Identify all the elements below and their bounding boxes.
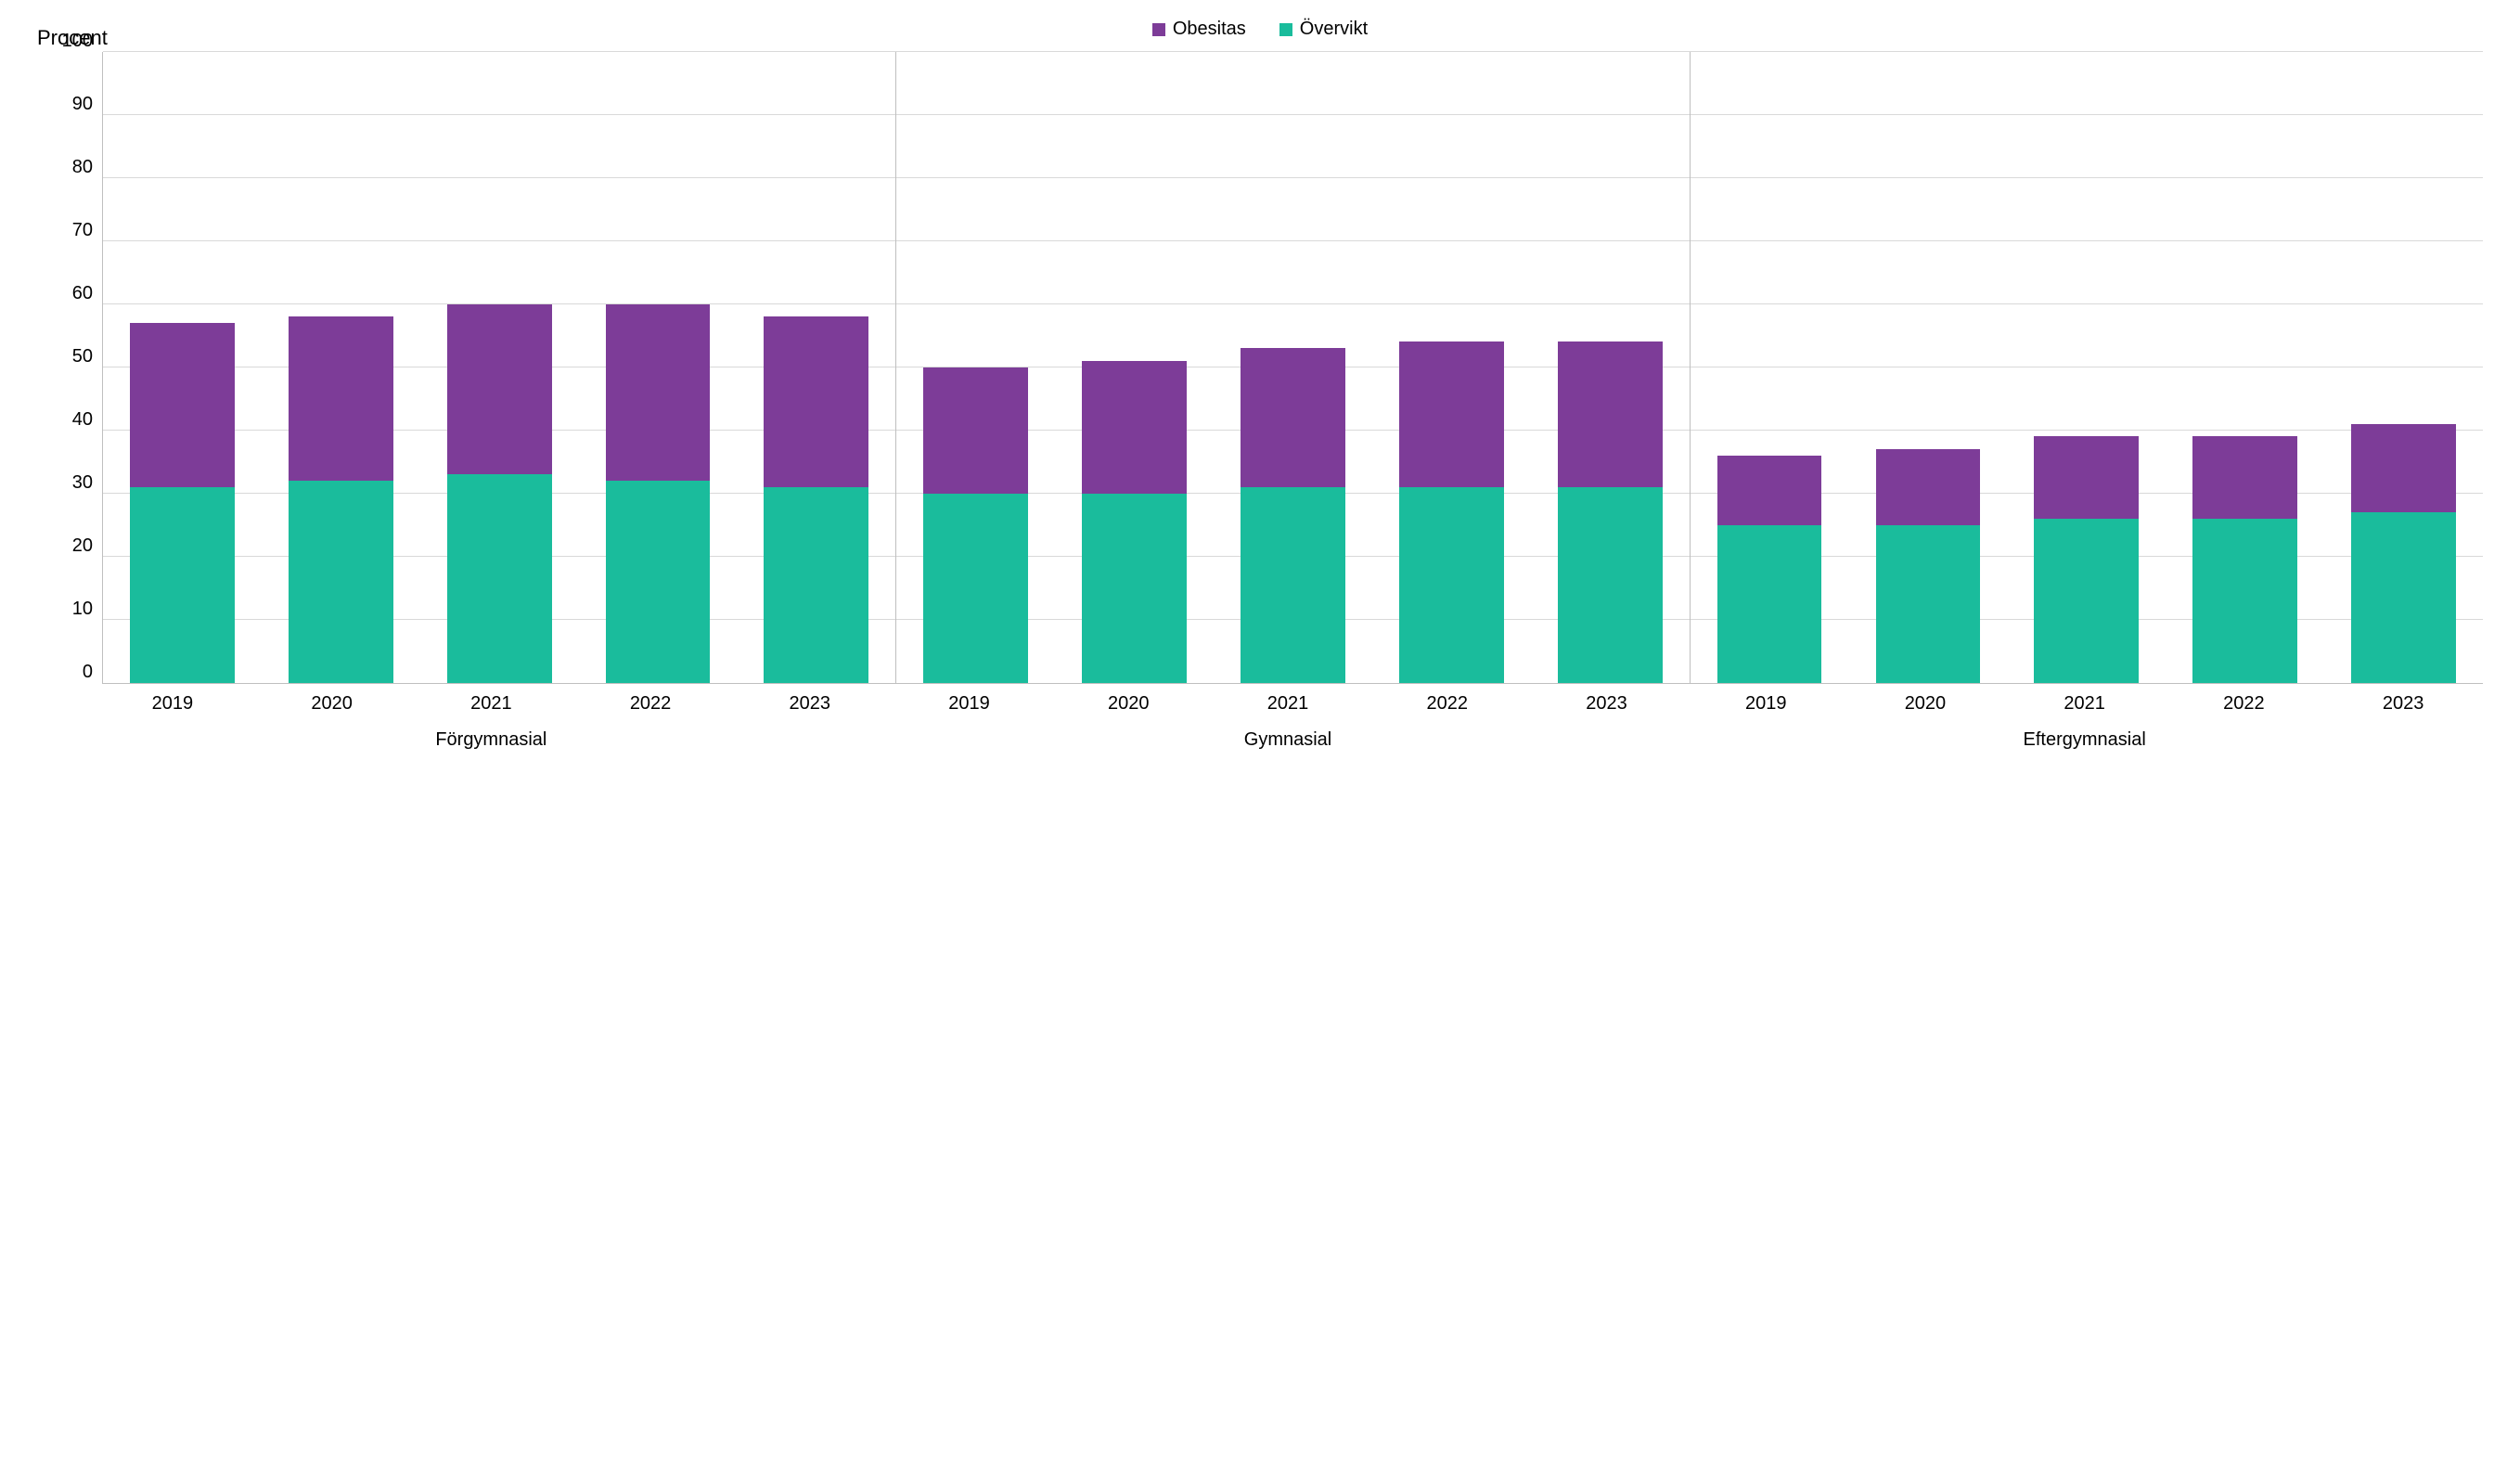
x-tick-year: 2020: [1845, 684, 2005, 715]
x-tick-year: 2023: [1527, 684, 1687, 715]
bars-row: [103, 52, 2483, 683]
bar-segment-obesitas: [1399, 341, 1504, 486]
bar-segment-obesitas: [447, 304, 552, 475]
bar-segment-overvikt: [289, 481, 393, 683]
bar-segment-obesitas: [2034, 436, 2139, 518]
bar-segment-overvikt: [2351, 512, 2456, 683]
bar-group: [896, 52, 1690, 683]
bar-segment-obesitas: [1558, 341, 1663, 486]
bar-group: [103, 52, 896, 683]
x-axis-categories: FörgymnasialGymnasialEftergymnasial: [93, 715, 2483, 751]
bar-slot: [420, 52, 579, 683]
y-axis: 1009080706050403020100: [37, 52, 102, 683]
plot-area: [102, 52, 2483, 684]
bar: [1241, 348, 1345, 682]
bar-slot: [2166, 52, 2324, 683]
x-year-group: 20192020202120222023: [890, 684, 1687, 715]
bar: [130, 323, 235, 683]
bar-segment-obesitas: [1876, 449, 1981, 525]
x-category-label: Eftergymnasial: [1686, 715, 2483, 751]
bar-slot: [1531, 52, 1690, 683]
bar-segment-overvikt: [2192, 519, 2297, 683]
bar-segment-obesitas: [923, 367, 1028, 494]
legend-item: Obesitas: [1152, 19, 1246, 40]
legend: Obesitas Övervikt: [37, 19, 2483, 41]
bar-segment-overvikt: [1082, 494, 1187, 683]
bar-slot: [1055, 52, 1214, 683]
x-year-group: 20192020202120222023: [1686, 684, 2483, 715]
x-tick-year: 2021: [1208, 684, 1368, 715]
bar-slot: [1691, 52, 1849, 683]
bar-segment-overvikt: [1876, 525, 1981, 683]
x-tick-year: 2019: [93, 684, 252, 715]
bar-slot: [737, 52, 895, 683]
bar-segment-overvikt: [1399, 487, 1504, 683]
x-tick-year: 2022: [571, 684, 730, 715]
bar: [289, 316, 393, 682]
legend-swatch: [1279, 23, 1292, 36]
x-tick-year: 2020: [1048, 684, 1208, 715]
bar-segment-obesitas: [764, 316, 868, 487]
bar-group: [1691, 52, 2483, 683]
x-tick-year: 2021: [411, 684, 571, 715]
x-year-group: 20192020202120222023: [93, 684, 890, 715]
bar-slot: [1372, 52, 1531, 683]
x-tick-year: 2019: [890, 684, 1049, 715]
bar: [447, 304, 552, 683]
bar: [2192, 436, 2297, 682]
bar-segment-obesitas: [2192, 436, 2297, 518]
bar: [1717, 456, 1822, 683]
bar-segment-overvikt: [1717, 525, 1822, 683]
x-axis-years: 2019202020212022202320192020202120222023…: [93, 684, 2483, 715]
bar-segment-obesitas: [1241, 348, 1345, 487]
plot-container: 1009080706050403020100: [37, 52, 2483, 684]
x-tick-year: 2022: [2165, 684, 2324, 715]
bar-slot: [2007, 52, 2166, 683]
bar: [764, 316, 868, 682]
bar: [2034, 436, 2139, 682]
bar-segment-overvikt: [1241, 487, 1345, 683]
chart-container: ObesitasÖvervikt Procent 100908070605040…: [0, 0, 2520, 788]
bar-slot: [2324, 52, 2483, 683]
x-category-label: Förgymnasial: [93, 715, 890, 751]
legend-swatch: [1152, 23, 1165, 36]
bar-segment-overvikt: [1558, 487, 1663, 683]
bar-segment-overvikt: [764, 487, 868, 683]
bar-segment-overvikt: [447, 474, 552, 682]
bar-slot: [103, 52, 262, 683]
bar-segment-overvikt: [130, 487, 235, 683]
x-category-label: Gymnasial: [890, 715, 1687, 751]
bar-segment-obesitas: [1082, 361, 1187, 494]
x-tick-year: 2021: [2005, 684, 2165, 715]
bar: [923, 367, 1028, 683]
bar: [1558, 341, 1663, 682]
x-tick-year: 2019: [1686, 684, 1845, 715]
bar: [1399, 341, 1504, 682]
bar: [1876, 449, 1981, 683]
legend-label: Obesitas: [1173, 19, 1246, 40]
bar-slot: [262, 52, 420, 683]
bar-slot: [1214, 52, 1372, 683]
bar-slot: [896, 52, 1055, 683]
bar-segment-overvikt: [2034, 519, 2139, 683]
bar-segment-obesitas: [289, 316, 393, 481]
x-tick-year: 2023: [2323, 684, 2483, 715]
x-tick-year: 2022: [1368, 684, 1527, 715]
bar-segment-obesitas: [606, 304, 711, 481]
bar-segment-obesitas: [2351, 424, 2456, 512]
legend-item: Övervikt: [1279, 19, 1368, 40]
bar-segment-obesitas: [1717, 456, 1822, 525]
bar-segment-obesitas: [130, 323, 235, 487]
bar-slot: [1849, 52, 2008, 683]
bar: [606, 304, 711, 683]
bar: [1082, 361, 1187, 683]
bar-slot: [579, 52, 738, 683]
bar-segment-overvikt: [606, 481, 711, 683]
x-tick-year: 2020: [252, 684, 412, 715]
x-tick-year: 2023: [730, 684, 890, 715]
bar: [2351, 424, 2456, 683]
bar-segment-overvikt: [923, 494, 1028, 683]
legend-label: Övervikt: [1300, 19, 1368, 40]
